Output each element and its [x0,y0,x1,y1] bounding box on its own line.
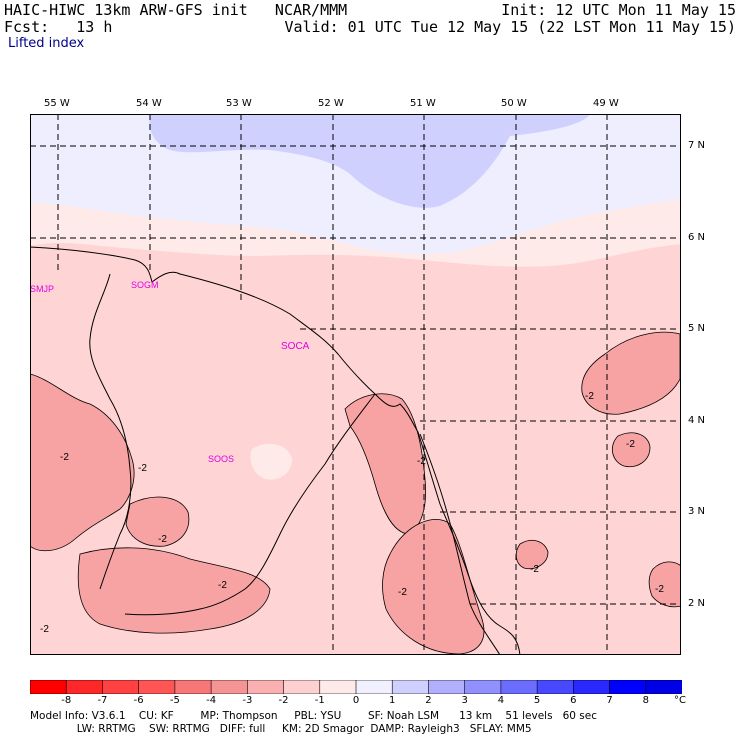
patch-east-small [611,432,651,468]
lat-label-7n: 7 N [688,140,706,151]
patch-center [344,393,427,535]
colorbar-swatch [138,680,176,694]
colorbar-swatch [536,680,575,694]
contour-label: -2 [626,439,635,450]
contour-label: -2 [218,580,227,591]
lon-label-55w: 55 W [44,98,70,109]
patch-coast-south [382,519,485,655]
colorbar-swatch [102,680,140,694]
border-guyana-suriname [89,273,132,590]
colorbar-swatch [573,680,611,694]
colorbar-tick-label: 6 [570,695,577,706]
colorbar-tick-label: 7 [606,695,613,706]
colorbar-tick-label: -7 [97,695,108,706]
graticule [30,114,681,655]
colorbar-tick-label: -6 [133,695,144,706]
map-frame [30,114,681,655]
valid-time: Valid: 01 UTC Tue 12 May 15 (22 LST Mon … [284,18,736,36]
lat-label-3n: 3 N [688,506,706,517]
lon-label-49w: 49 W [593,98,619,109]
colorbar-swatch [174,680,212,694]
coastline [30,246,521,655]
river-oyapock [419,433,501,655]
model-info-line-2: LW: RRTMG SW: RRTMG DIFF: full KM: 2D Sm… [30,723,532,735]
colorbar-tick-label: 1 [389,695,396,706]
lat-label-4n: 4 N [688,415,706,426]
band-stable [149,114,590,208]
colorbar-tick-label: -2 [278,695,289,706]
forecast-hour: Fcst: 13 h [4,18,113,36]
colorbar-swatch [428,680,466,694]
lon-label-53w: 53 W [226,98,252,109]
patch-southwest-left [77,547,271,634]
patch-west [30,373,135,552]
colorbar-tick-label: -3 [242,695,253,706]
colorbar-swatch [464,680,502,694]
station-smjp: SMJP [30,284,54,294]
contour-label: -2 [158,534,167,545]
colorbar-tick-label: -4 [206,695,217,706]
contour-label: -2 [655,584,664,595]
colorbar-tick-label: 3 [461,695,468,706]
colorbar-unit: °C [674,695,686,706]
contour-label: -2 [530,564,539,575]
contour-label: -2 [417,456,426,467]
colorbar-swatch [391,680,430,694]
colorbar-swatch [609,680,647,694]
colorbar-swatch [645,680,682,694]
lat-label-2n: 2 N [688,598,706,609]
init-time: Init: 12 UTC Mon 11 May 15 [501,1,736,19]
field-name: Lifted index [8,36,85,51]
border-suriname-guiana [124,393,376,616]
colorbar-tick-label: 2 [425,695,432,706]
colorbar-swatch [355,680,394,694]
colorbar-tick-label: -5 [169,695,180,706]
colorbar [30,680,682,694]
model-info-line-1: Model Info: V3.6.1 CU: KF MP: Thompson P… [30,710,597,722]
colorbar-swatch [247,680,285,694]
light-spot-center [250,443,292,480]
station-soos: SOOS [208,454,234,464]
lon-label-52w: 52 W [318,98,344,109]
lon-label-54w: 54 W [136,98,162,109]
colorbar-tick-label: 4 [497,695,505,706]
colorbar-swatch [319,680,357,694]
lat-label-5n: 5 N [688,323,706,334]
colorbar-tick-label: 0 [352,695,360,706]
colorbar-swatch [210,680,249,694]
colorbar-swatch [500,680,538,694]
lon-label-50w: 50 W [501,98,527,109]
station-sogm: SOGM [131,280,159,290]
colorbar-swatch [65,680,104,694]
lon-label-51w: 51 W [410,98,436,109]
colorbar-tick-label: -8 [61,695,72,706]
lat-label-6n: 6 N [688,232,706,243]
colorbar-tick-label: 5 [533,695,541,706]
patch-sw-small [125,496,190,547]
contour-label: -2 [585,391,594,402]
colorbar-tick-label: 8 [642,695,649,706]
patch-east-edge [648,561,681,608]
model-title: HAIC-HIWC 13km ARW-GFS init NCAR/MMM [4,1,348,19]
contour-label: -2 [138,463,147,474]
colorbar-swatch [30,680,68,694]
lifted-index-map: SMJP SOGM SOCA SOOS -2 -2 -2 -2 -2 -2 -2… [30,114,681,655]
contour-label: -2 [60,452,69,463]
station-soca: SOCA [281,341,310,352]
patch-east-upper [581,331,681,415]
colorbar-tick-label: -1 [314,695,325,706]
contour-label: -2 [398,587,407,598]
contour-label: -2 [40,624,49,635]
colorbar-swatch [283,680,321,694]
